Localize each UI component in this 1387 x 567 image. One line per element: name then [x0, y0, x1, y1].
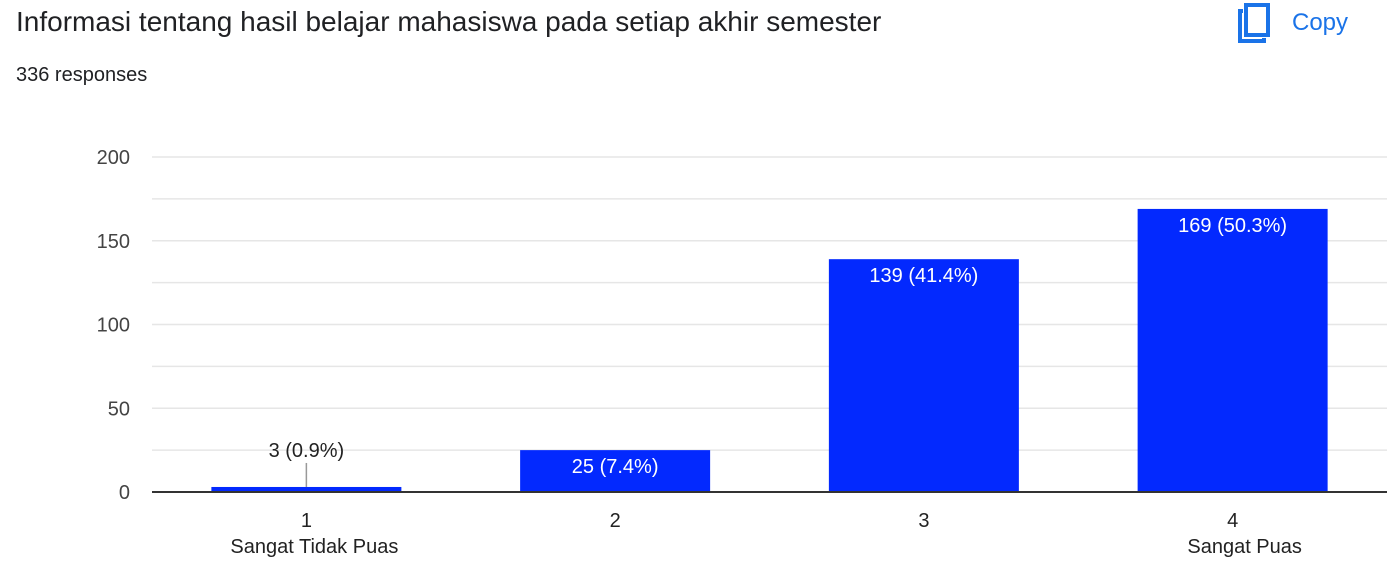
- data-labels: 3 (0.9%) 25 (7.4%) 139 (41.4%) 169 (50.3%): [269, 215, 1287, 487]
- y-tick-label: 200: [97, 147, 130, 169]
- y-axis-ticks: 0 50 100 150 200: [97, 147, 130, 504]
- response-count: 336 responses: [16, 64, 148, 86]
- bar: [520, 450, 711, 492]
- y-tick-label: 150: [97, 231, 130, 253]
- x-tick-label: 1: [301, 510, 312, 532]
- x-tick-label: 3: [918, 510, 929, 532]
- chart-title: Informasi tentang hasil belajar mahasisw…: [16, 6, 882, 37]
- copy-label: Copy: [1292, 9, 1349, 36]
- y-tick-label: 0: [119, 482, 130, 504]
- x-category-sublabel: Sangat Tidak Puas: [230, 536, 398, 558]
- x-tick-label: 4: [1227, 510, 1238, 532]
- bars: [211, 208, 1328, 493]
- bar: [211, 486, 402, 492]
- x-axis-labels: 1 Sangat Tidak Puas 2 3 4 Sangat Puas: [230, 510, 1301, 558]
- bar-data-label: 25 (7.4%): [572, 456, 659, 478]
- bar: [1137, 208, 1328, 493]
- bar: [828, 259, 1019, 492]
- copy-icon: [1234, 1, 1274, 45]
- y-tick-label: 50: [108, 398, 130, 420]
- copy-button[interactable]: Copy: [1228, 0, 1354, 46]
- x-category-sublabel: Sangat Puas: [1187, 536, 1302, 558]
- bar-data-label: 169 (50.3%): [1178, 215, 1287, 237]
- y-tick-label: 100: [97, 315, 130, 337]
- bar-data-label: 139 (41.4%): [869, 265, 978, 287]
- x-tick-label: 2: [610, 510, 621, 532]
- bar-data-label: 3 (0.9%): [269, 440, 345, 462]
